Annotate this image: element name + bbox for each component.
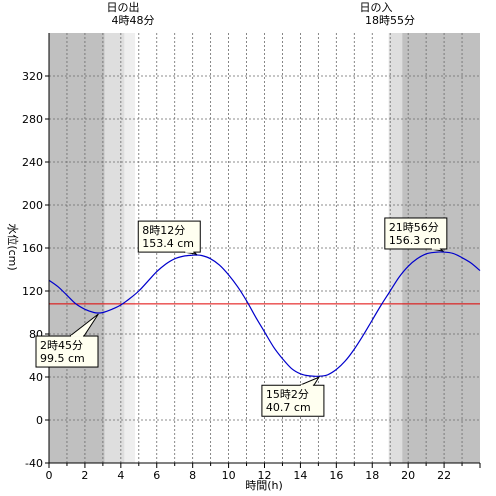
- x-tick-label: 4: [117, 469, 124, 482]
- x-axis-label: 時間(h): [245, 479, 283, 492]
- axes: [45, 33, 481, 468]
- callout-time: 2時45分: [40, 339, 83, 352]
- callout-level: 153.4 cm: [142, 237, 194, 250]
- x-tick-label: 22: [437, 469, 451, 482]
- x-tick-label: 2: [81, 469, 88, 482]
- y-tick-label: 280: [22, 113, 43, 126]
- y-tick-label: 120: [22, 285, 43, 298]
- callout-box: [137, 220, 201, 253]
- callout-level: 99.5 cm: [40, 352, 85, 365]
- callout-box: [261, 384, 325, 417]
- x-tick-label: 14: [293, 469, 307, 482]
- x-tick-label: 20: [401, 469, 415, 482]
- x-tick-label: 0: [46, 469, 53, 482]
- x-tick-labels: 0 2 4 6 8 10 12 14 16 18 20 22: [46, 469, 452, 482]
- y-tick-label: 240: [22, 156, 43, 169]
- y-tick-label: 0: [36, 414, 43, 427]
- x-tick-label: 6: [153, 469, 160, 482]
- sunset-label: 日の入: [360, 1, 393, 14]
- sunrise-label: 日の出: [107, 0, 140, 14]
- y-tick-label: 200: [22, 199, 43, 212]
- callout-time: 15時2分: [266, 388, 309, 401]
- y-tick-label: -40: [25, 457, 43, 470]
- x-tick-label: 10: [222, 469, 236, 482]
- callout-time: 21時56分: [389, 221, 439, 234]
- sunrise-time: 4時48分: [112, 14, 155, 27]
- y-tick-label: 40: [29, 371, 43, 384]
- x-tick-label: 12: [258, 469, 272, 482]
- x-tick-label: 16: [329, 469, 343, 482]
- tide-series-line: [48, 251, 481, 377]
- callout-box: [35, 335, 99, 368]
- callout-time: 8時12分: [142, 224, 185, 237]
- sunset-time: 18時55分: [365, 14, 415, 27]
- callout-level: 156.3 cm: [389, 234, 441, 247]
- x-tick-label: 18: [365, 469, 379, 482]
- callout-level: 40.7 cm: [266, 401, 311, 414]
- y-axis-label: 水位(cm): [6, 223, 20, 270]
- y-tick-label: 320: [22, 70, 43, 83]
- y-tick-label: 160: [22, 242, 43, 255]
- callout-box: [384, 217, 448, 250]
- x-tick-label: 8: [189, 469, 196, 482]
